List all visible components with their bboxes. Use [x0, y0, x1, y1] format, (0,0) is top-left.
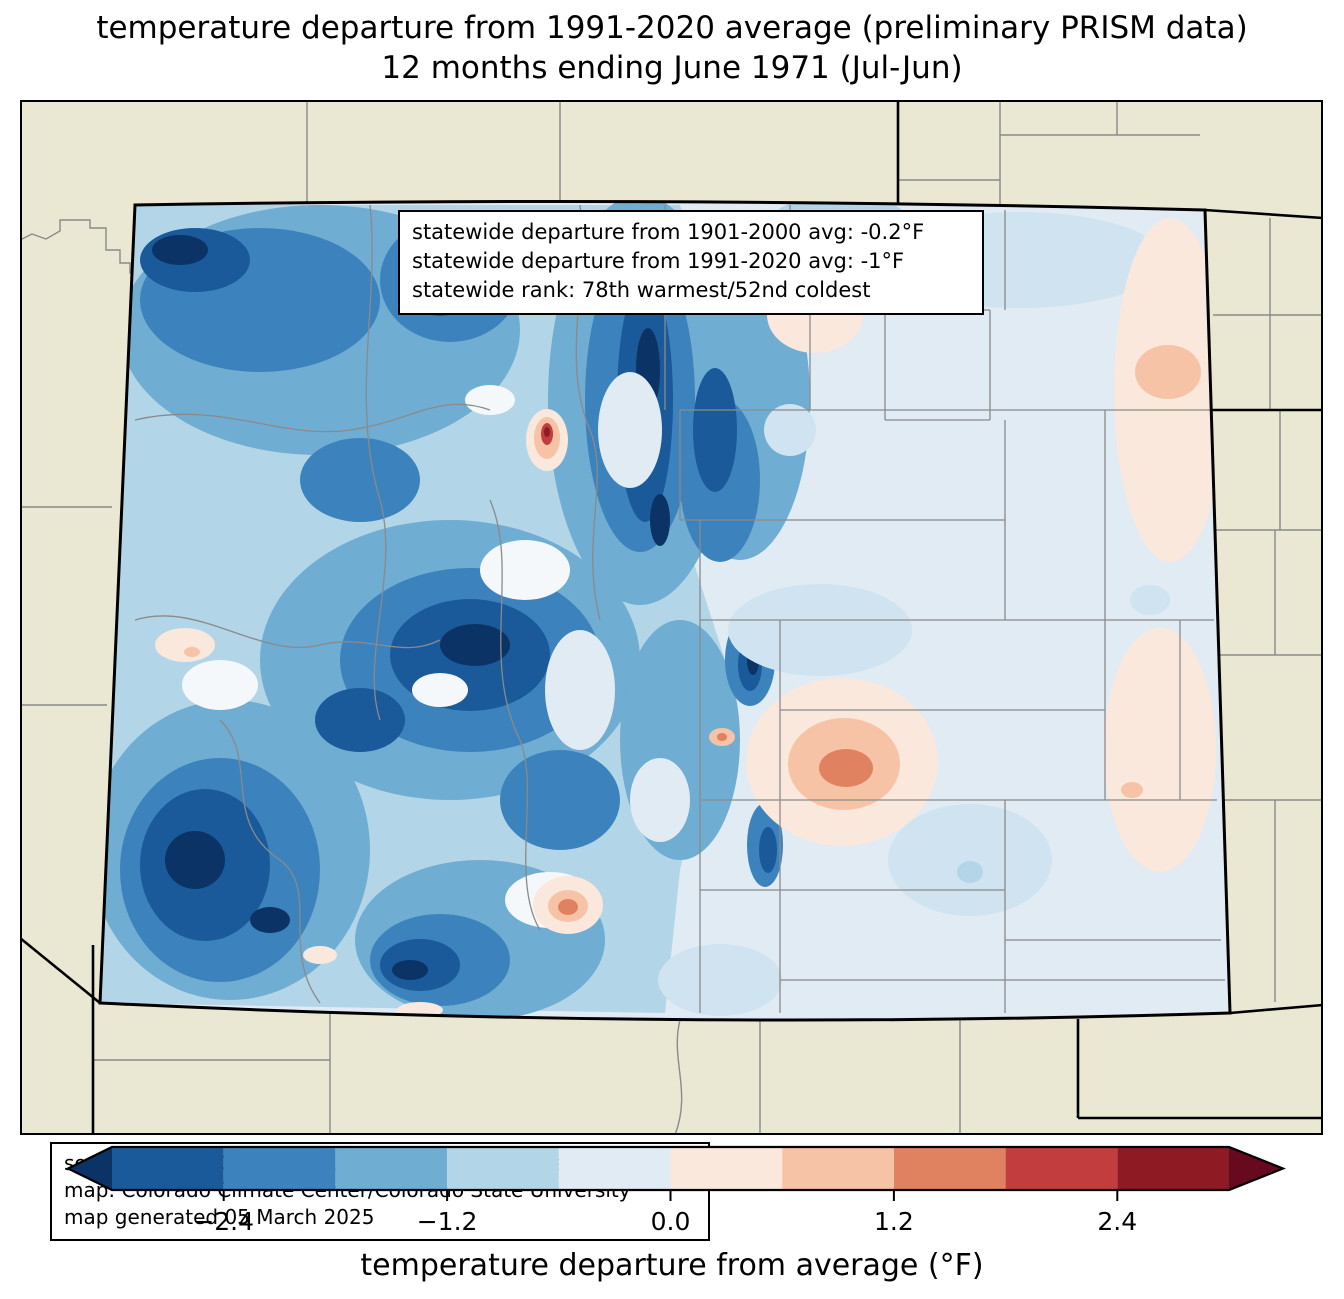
generated-date-line: map generated 05 March 2025 [64, 1205, 375, 1229]
colorbar-svg: −2.4 −1.2 0.0 1.2 2.4 temperature depart… [65, 1145, 1286, 1283]
map-frame [20, 100, 1323, 1135]
stats-line-1901-2000: statewide departure from 1901-2000 avg: … [412, 220, 925, 244]
map-area: statewide departure from 1901-2000 avg: … [19, 100, 1324, 1241]
tick-label-neg1_2: −1.2 [417, 1207, 478, 1236]
tick-label-2_4: 2.4 [1097, 1207, 1137, 1236]
colorbar-outline [65, 1145, 1286, 1192]
colorbar-under-arrow [68, 1147, 112, 1190]
title-line-1: temperature departure from 1991-2020 ave… [96, 10, 1248, 46]
colorado-county-lines [134, 204, 1225, 1013]
stats-line-rank: statewide rank: 78th warmest/52nd coldes… [412, 278, 871, 302]
statewide-stats-box: statewide departure from 1901-2000 avg: … [398, 210, 984, 315]
contour-fill [100, 201, 1230, 1021]
neighbor-state-borders [19, 100, 1324, 1135]
colorbar-axis-label: temperature departure from average (°F) [360, 1248, 983, 1283]
colorbar: −2.4 −1.2 0.0 1.2 2.4 temperature depart… [0, 1140, 1344, 1299]
stats-line-1991-2020: statewide departure from 1991-2020 avg: … [412, 249, 905, 273]
colorbar-over-arrow [1229, 1147, 1283, 1190]
tick-label-1_2: 1.2 [874, 1207, 914, 1236]
tick-label-neg2_4: −2.4 [193, 1207, 254, 1236]
title-line-2: 12 months ending June 1971 (Jul-Jun) [381, 50, 963, 86]
tick-label-0_0: 0.0 [651, 1207, 691, 1236]
neighbor-county-lines [19, 100, 1323, 1136]
colorado-state-border [98, 199, 1232, 1022]
figure-title: temperature departure from 1991-2020 ave… [0, 8, 1344, 88]
colorado-map [19, 100, 1324, 1136]
colorbar-segments [68, 1147, 1283, 1190]
colorbar-tick-labels: −2.4 −1.2 0.0 1.2 2.4 [193, 1207, 1137, 1236]
colorbar-ticks [222, 1190, 1119, 1201]
